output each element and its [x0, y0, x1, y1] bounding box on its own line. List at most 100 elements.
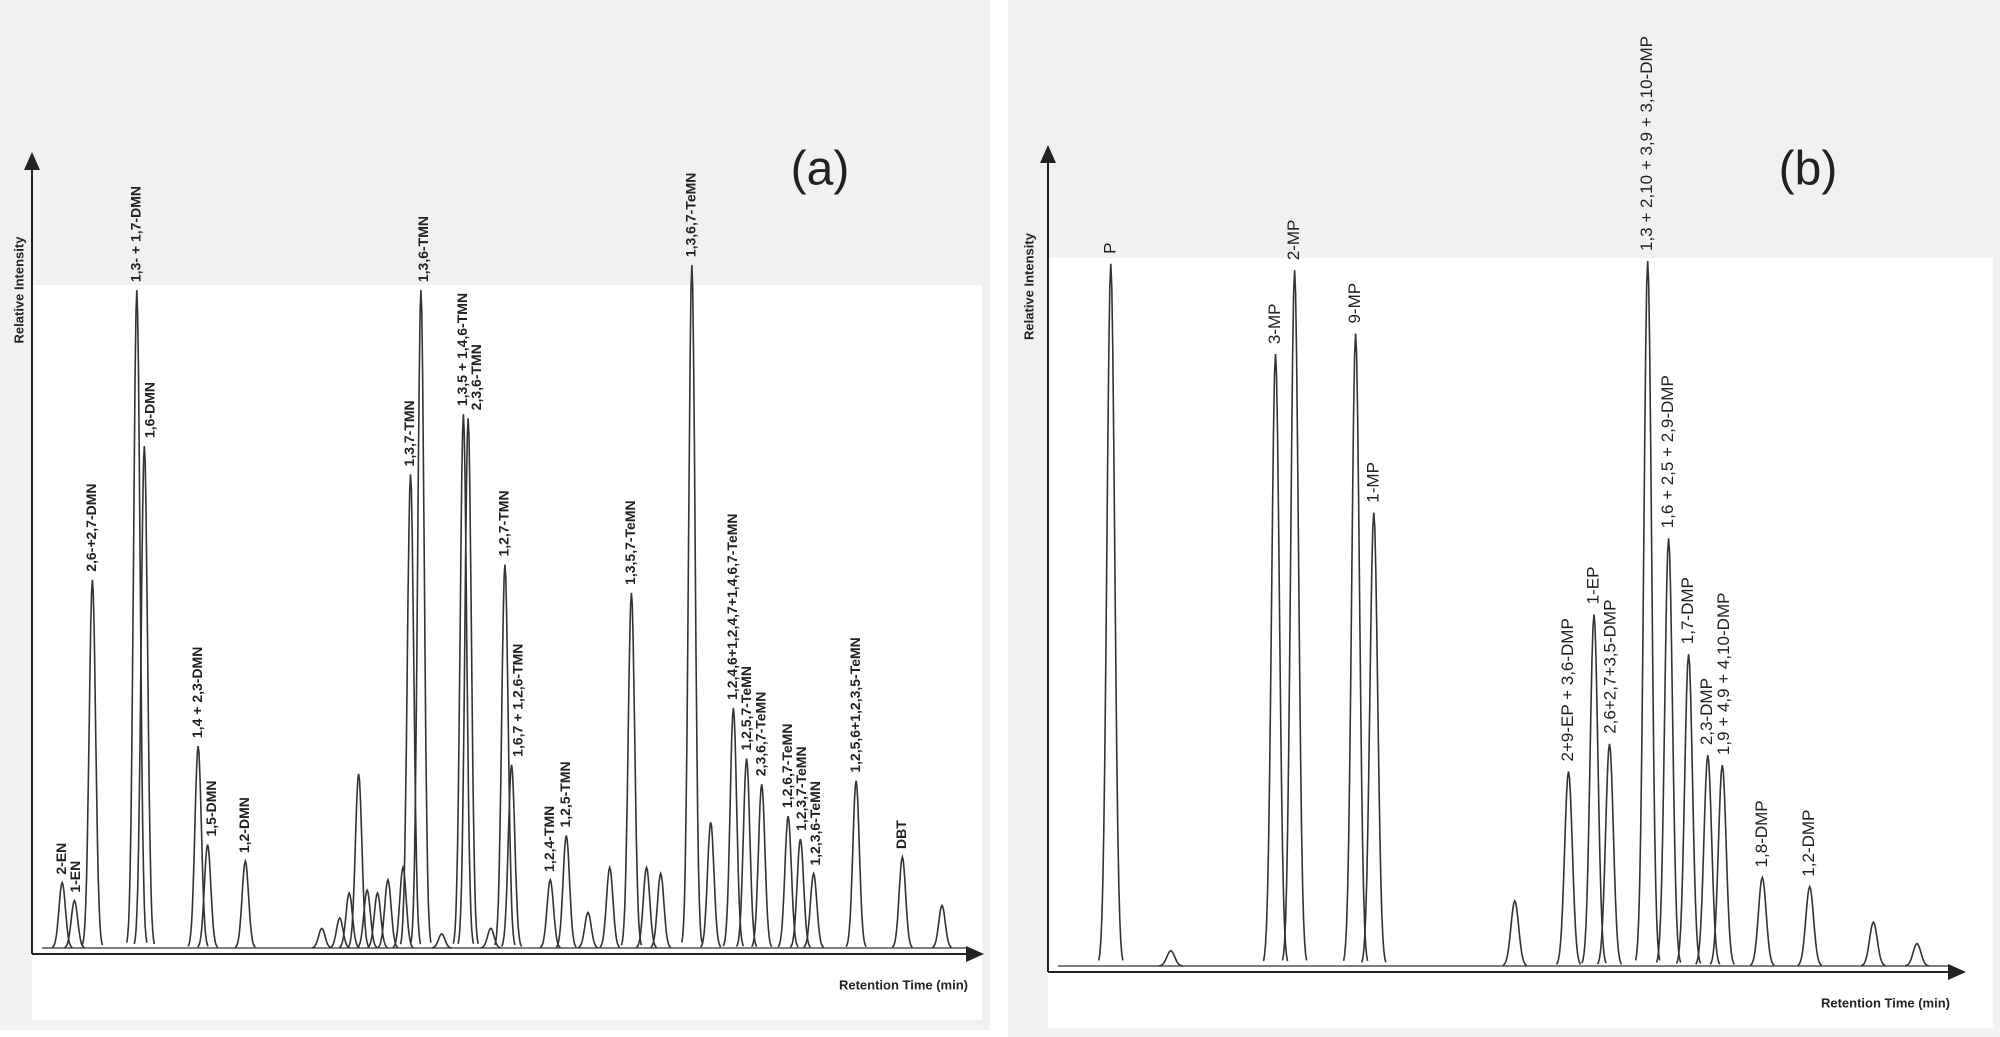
peak [329, 916, 350, 949]
peak-label: 2,6+2,7+3,5-DMP [1600, 600, 1619, 734]
peak-label: 3-MP [1265, 304, 1284, 345]
peak-label: 1,2,7-TMN [496, 490, 512, 556]
peak [480, 927, 501, 949]
peak-label: 1,3,5 + 1,4,6-TMN [454, 293, 470, 406]
peak [577, 910, 599, 949]
peak [1361, 512, 1387, 963]
peak [1709, 764, 1736, 965]
peak [539, 877, 561, 949]
peak [1098, 263, 1124, 961]
peak-label: 2+9-EP + 3,6-DMP [1558, 618, 1577, 761]
peak [1904, 942, 1930, 967]
peak-label: 2,6-+2,7-DMN [83, 483, 99, 571]
peak-label: 1,2,5-TMN [557, 761, 573, 827]
peak [500, 764, 523, 947]
peak [1596, 743, 1623, 965]
peak-label: 1,2,5,6+1,2,3,5-TeMN [847, 637, 863, 773]
peak [187, 745, 209, 947]
peak [1555, 771, 1582, 965]
y-axis-title: Relative Intensity [11, 236, 26, 344]
peak-label: 2,3,6,7-TeMN [752, 692, 768, 777]
peak-label: P [1100, 243, 1119, 254]
peak-label: 1-MP [1363, 462, 1382, 503]
peak [1675, 654, 1702, 964]
panel-b-plot-area [1048, 258, 1993, 1028]
peak [367, 891, 388, 949]
peak [735, 758, 758, 947]
panel-tag: (b) [1779, 143, 1838, 196]
peak [377, 877, 399, 949]
peak-label: 1,4 + 2,3-DMN [189, 647, 205, 738]
peak-label: 1,6-DMN [141, 382, 157, 438]
peak-label: 1,6,7 + 1,2,6-TMN [510, 644, 526, 757]
peak [1861, 920, 1886, 967]
peak [777, 815, 799, 948]
peak [196, 844, 219, 948]
peak [1502, 899, 1528, 967]
peak-label: 2-MP [1284, 220, 1303, 261]
peak-label: 1,3,6-TMN [415, 216, 431, 282]
peak [891, 854, 913, 948]
peak-label: 1,8-DMP [1752, 800, 1771, 867]
x-axis-title: Retention Time (min) [839, 977, 968, 992]
peak [81, 579, 104, 946]
peak-label: 2,3,6-TMN [468, 344, 484, 410]
peak [1797, 884, 1823, 967]
peak [599, 864, 621, 948]
peak [452, 414, 475, 944]
peak-label: 1,3,7-TMN [401, 400, 417, 466]
peak-label: 1,2,6,7-TeMN [779, 724, 795, 809]
peak [399, 474, 422, 945]
peak-label: 1,2,3,6-TeMN [807, 781, 823, 866]
peak [457, 418, 479, 944]
peak [620, 592, 643, 946]
peak [347, 773, 370, 947]
peak [845, 780, 867, 948]
peak [234, 858, 256, 948]
peak-label: 1-EN [67, 861, 83, 893]
peak-label: 1,2,5,7-TeMN [738, 666, 754, 751]
peak [311, 927, 332, 949]
peak [392, 864, 414, 948]
peak [133, 445, 156, 945]
peak-label: 2-EN [53, 843, 69, 875]
peak [1749, 874, 1775, 966]
peak [931, 903, 953, 949]
peak-label: 1,2-DMP [1799, 810, 1818, 877]
chromatogram-panel: Relative Intensity Retention Time (min) (a… [11, 143, 984, 992]
peak [635, 864, 658, 948]
peak-label: 1,2-DMN [236, 797, 252, 853]
peak [1342, 333, 1369, 962]
peak [431, 932, 452, 949]
peak-label: 1,5-DMN [203, 780, 219, 836]
peak [356, 888, 378, 949]
peak [750, 784, 773, 948]
peak-label: 1,2,4,6+1,2,4,7+1,4,6,7-TeMN [724, 513, 740, 700]
peak [1695, 754, 1721, 965]
peak-label: 1,3,6,7-TeMN [683, 173, 699, 258]
peak-label: 1,3 + 2,10 + 3,9 + 3,10-DMP [1637, 36, 1656, 251]
peak-label: 1,2,4-TMN [541, 806, 557, 872]
peak-label: 1,3,5,7-TeMN [622, 500, 638, 585]
peak [126, 290, 148, 943]
chromatogram-panel: Relative Intensity Retention Time (min) (b… [1021, 36, 1966, 1010]
y-axis-title: Relative Intensity [1021, 232, 1036, 340]
x-axis-title: Retention Time (min) [1821, 995, 1950, 1010]
peak [555, 835, 577, 948]
peak [1158, 949, 1183, 967]
peak-label: 1,6 + 2,5 + 2,9-DMP [1658, 375, 1677, 528]
peak [1655, 538, 1682, 963]
panel-tag: (a) [791, 143, 850, 196]
peak [64, 898, 85, 949]
peak [1634, 260, 1661, 961]
peak [494, 564, 516, 946]
peak-label: 1,7-DMP [1678, 577, 1697, 644]
peak-label: 1,9 + 4,9 + 4,10-DMP [1714, 593, 1733, 756]
peak-label: 1-EP [1583, 567, 1602, 605]
peak-label: 1,3- + 1,7-DMN [127, 186, 143, 282]
peak-label: DBT [893, 820, 909, 849]
peak [803, 871, 825, 949]
peak-label: 2,3-DMP [1697, 678, 1716, 745]
peak [681, 265, 703, 943]
